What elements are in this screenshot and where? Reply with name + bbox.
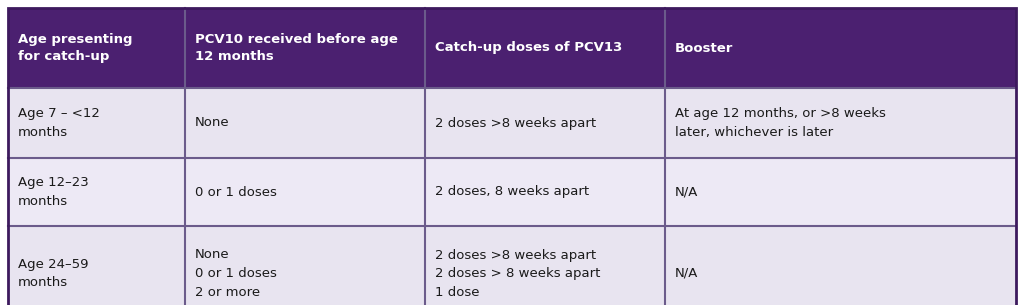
Text: Age 24–59
months: Age 24–59 months: [18, 258, 88, 289]
Text: At age 12 months, or >8 weeks
later, whichever is later: At age 12 months, or >8 weeks later, whi…: [675, 107, 886, 139]
Text: None: None: [195, 117, 229, 130]
Bar: [8, 158, 185, 226]
Text: Catch-up doses of PCV13: Catch-up doses of PCV13: [435, 41, 623, 55]
Bar: [185, 226, 425, 305]
Text: 0 or 1 doses: 0 or 1 doses: [195, 185, 276, 199]
Bar: [425, 158, 665, 226]
Bar: [8, 226, 185, 305]
Text: 2 doses >8 weeks apart
2 doses > 8 weeks apart
1 dose: 2 doses >8 weeks apart 2 doses > 8 weeks…: [435, 249, 600, 299]
Text: 2 doses, 8 weeks apart: 2 doses, 8 weeks apart: [435, 185, 589, 199]
Bar: [185, 8, 425, 88]
Text: Age 7 – <12
months: Age 7 – <12 months: [18, 107, 100, 139]
Text: 2 doses >8 weeks apart: 2 doses >8 weeks apart: [435, 117, 596, 130]
Bar: [8, 8, 185, 88]
Bar: [425, 88, 665, 158]
Text: PCV10 received before age
12 months: PCV10 received before age 12 months: [195, 33, 398, 63]
Bar: [425, 8, 665, 88]
Text: None
0 or 1 doses
2 or more: None 0 or 1 doses 2 or more: [195, 249, 276, 299]
Bar: [425, 226, 665, 305]
Bar: [8, 88, 185, 158]
Text: Age 12–23
months: Age 12–23 months: [18, 176, 89, 208]
Bar: [185, 158, 425, 226]
Text: Age presenting
for catch-up: Age presenting for catch-up: [18, 33, 132, 63]
Bar: [665, 226, 1016, 305]
Text: Booster: Booster: [675, 41, 733, 55]
Text: N/A: N/A: [675, 267, 698, 280]
Bar: [665, 158, 1016, 226]
Bar: [665, 88, 1016, 158]
Text: N/A: N/A: [675, 185, 698, 199]
Bar: [185, 88, 425, 158]
Bar: [665, 8, 1016, 88]
